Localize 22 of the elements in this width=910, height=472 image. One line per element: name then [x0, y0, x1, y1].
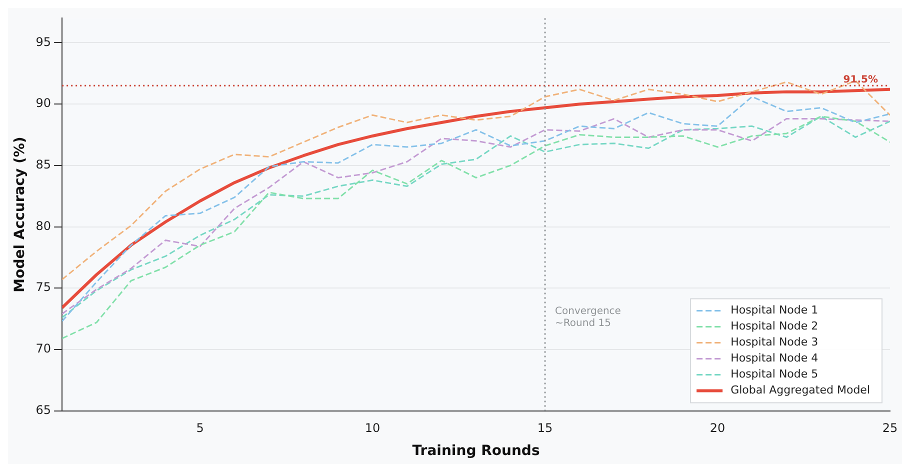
x-tick-label: 15 [537, 421, 553, 436]
y-tick-label: 85 [36, 158, 52, 172]
x-tick-label: 25 [882, 421, 898, 436]
legend-label: Hospital Node 1 [730, 304, 818, 317]
y-axis-title: Model Accuracy (%) [12, 136, 28, 292]
legend-label: Hospital Node 4 [730, 352, 818, 365]
x-tick-label: 10 [364, 421, 380, 436]
legend-label: Hospital Node 5 [730, 368, 818, 381]
y-tick-label: 65 [36, 402, 52, 417]
x-tick-label: 20 [710, 421, 726, 436]
legend-label: Hospital Node 3 [730, 336, 818, 349]
x-tick-label: 5 [196, 421, 204, 436]
y-tick-label: 70 [36, 342, 52, 356]
y-tick-label: 75 [36, 280, 52, 294]
ref-line-label: 91.5% [843, 74, 878, 86]
y-tick-label: 95 [36, 34, 52, 49]
x-axis-title: Training Rounds [412, 443, 540, 460]
legend-label: Hospital Node 2 [730, 320, 818, 333]
legend-label: Global Aggregated Model [730, 384, 870, 397]
y-tick-label: 80 [36, 218, 52, 233]
y-tick-label: 90 [36, 96, 52, 110]
ref-line-label: Convergence ~Round 15 [555, 306, 621, 330]
